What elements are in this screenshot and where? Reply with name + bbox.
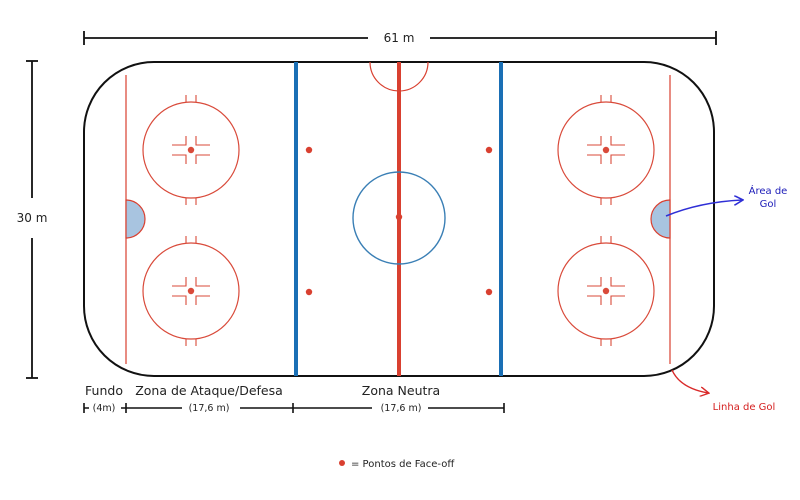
faceoff-dot (187, 146, 195, 154)
linha-gol-callout: Linha de Gol (671, 369, 776, 413)
left-goal-crease (125, 199, 146, 239)
neutral-faceoff-dot (305, 146, 313, 154)
faceoff-circle (557, 95, 655, 205)
center-faceoff-dot (395, 213, 403, 221)
neutral-faceoff-dot (485, 288, 493, 296)
neutral-faceoff-dot (305, 288, 313, 296)
height-label: 30 m (17, 211, 48, 225)
area-gol-arrow (665, 200, 742, 217)
ataque-dimension: Zona de Ataque/Defesa (17,6 m) (126, 383, 294, 414)
width-dimension: 61 m (83, 31, 717, 45)
neutra-size-label: (17,6 m) (381, 403, 422, 414)
faceoff-dot (602, 287, 610, 295)
linha-gol-label: Linha de Gol (713, 402, 776, 413)
end-zone-faceoff-circles (142, 95, 655, 346)
area-gol-callout: Área de Gol (665, 184, 788, 217)
area-gol-label-line1: Área de (749, 184, 788, 197)
width-label: 61 m (384, 31, 415, 45)
neutra-dimension: Zona Neutra (17,6 m) (293, 383, 505, 414)
center-circle (352, 171, 446, 265)
faceoff-circle (557, 236, 655, 346)
fundo-size-label: (4m) (93, 403, 116, 414)
fundo-dimension: Fundo (4m) (83, 383, 127, 415)
faceoff-dot (602, 146, 610, 154)
faceoff-dot (187, 287, 195, 295)
neutra-label: Zona Neutra (362, 383, 440, 398)
faceoff-dot-legend-icon (339, 460, 345, 466)
legend-label: = Pontos de Face-off (351, 459, 455, 470)
neutral-faceoff-dot (485, 146, 493, 154)
linha-gol-arrow (671, 369, 708, 393)
legend: = Pontos de Face-off (339, 459, 455, 470)
ataque-size-label: (17,6 m) (189, 403, 230, 414)
height-dimension: 30 m (17, 60, 48, 379)
fundo-label: Fundo (85, 383, 123, 398)
right-goal-crease (650, 199, 671, 239)
area-gol-label-line2: Gol (760, 199, 777, 210)
faceoff-circle (142, 95, 240, 205)
ataque-label: Zona de Ataque/Defesa (135, 383, 283, 398)
faceoff-circle (142, 236, 240, 346)
